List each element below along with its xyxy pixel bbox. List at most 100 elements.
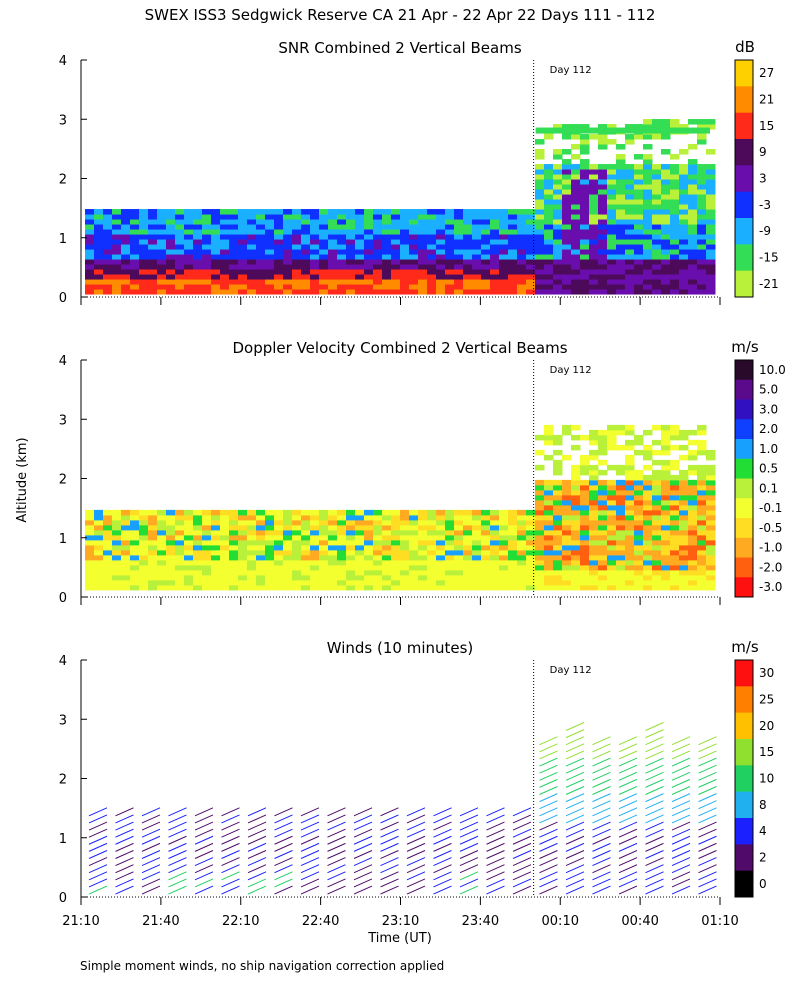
snr-cell xyxy=(418,254,428,260)
doppler-cell xyxy=(310,529,320,536)
snr-cell xyxy=(670,154,680,160)
doppler-cell xyxy=(184,539,194,546)
doppler-cell xyxy=(598,479,608,486)
doppler-cell xyxy=(517,569,527,576)
doppler-cell xyxy=(247,534,257,541)
doppler-cell xyxy=(301,544,311,551)
snr-cell xyxy=(463,214,473,220)
wind-barb xyxy=(539,885,558,895)
colorbar-label: 3.0 xyxy=(759,402,778,416)
doppler-cell xyxy=(229,544,239,551)
snr-cell xyxy=(463,284,473,290)
snr-cell xyxy=(670,244,680,250)
doppler-cell xyxy=(706,464,716,471)
snr-cell xyxy=(283,209,293,215)
doppler-cell xyxy=(148,539,158,546)
wind-barb xyxy=(486,857,505,867)
snr-cell xyxy=(148,284,158,290)
snr-cell xyxy=(688,214,698,220)
doppler-cell xyxy=(121,539,131,546)
snr-cell xyxy=(94,254,104,260)
doppler-cell xyxy=(625,464,635,471)
doppler-cell xyxy=(211,584,221,591)
snr-cell xyxy=(616,284,626,290)
doppler-cell xyxy=(220,554,230,561)
snr-cell xyxy=(481,279,491,285)
snr-panel-title: SNR Combined 2 Vertical Beams xyxy=(278,39,521,57)
snr-cell xyxy=(130,274,140,280)
snr-cell xyxy=(598,284,608,290)
snr-cell xyxy=(238,234,248,240)
doppler-cell xyxy=(625,554,635,561)
snr-cell xyxy=(427,244,437,250)
doppler-cell xyxy=(589,579,599,586)
snr-cell xyxy=(382,234,392,240)
wind-barb xyxy=(539,835,558,845)
doppler-cell xyxy=(427,514,437,521)
snr-cell xyxy=(85,234,95,240)
snr-cell xyxy=(373,244,383,250)
doppler-cell xyxy=(301,524,311,531)
doppler-cell xyxy=(373,574,383,581)
snr-cell xyxy=(364,284,374,290)
doppler-cell xyxy=(661,549,671,556)
snr-cell xyxy=(490,284,500,290)
snr-cell xyxy=(130,289,140,295)
doppler-cell xyxy=(454,579,464,586)
wind-barb xyxy=(698,864,717,874)
doppler-cell xyxy=(238,544,248,551)
wind-barb xyxy=(168,864,187,874)
snr-cell xyxy=(337,264,347,270)
snr-cell xyxy=(364,234,374,240)
doppler-cell xyxy=(427,584,437,591)
snr-cell xyxy=(391,284,401,290)
snr-cell xyxy=(319,289,329,295)
doppler-cell xyxy=(643,569,653,576)
snr-cell xyxy=(553,224,563,230)
snr-cell xyxy=(220,249,230,255)
doppler-cell xyxy=(400,514,410,521)
snr-cell xyxy=(409,209,419,215)
snr-cell xyxy=(418,249,428,255)
snr-cell xyxy=(553,259,563,265)
colorbar-label: 4 xyxy=(759,824,767,838)
doppler-cell xyxy=(409,574,419,581)
snr-cell xyxy=(301,289,311,295)
snr-cell xyxy=(553,264,563,270)
snr-cell xyxy=(634,124,644,130)
doppler-cell xyxy=(103,579,113,586)
snr-cell xyxy=(220,234,230,240)
doppler-cell xyxy=(382,529,392,536)
doppler-cell xyxy=(139,544,149,551)
doppler-cell xyxy=(706,584,716,591)
snr-cell xyxy=(661,244,671,250)
doppler-cell xyxy=(670,459,680,466)
snr-cell xyxy=(625,259,635,265)
doppler-cell xyxy=(553,484,563,491)
snr-cell xyxy=(427,214,437,220)
snr-cell xyxy=(202,264,212,270)
snr-cell xyxy=(229,234,239,240)
colorbar-label: 2.0 xyxy=(759,422,778,436)
doppler-cell xyxy=(283,524,293,531)
doppler-cell xyxy=(508,529,518,536)
snr-cell xyxy=(301,239,311,245)
doppler-cell xyxy=(625,454,635,461)
snr-cell xyxy=(202,289,212,295)
snr-cell xyxy=(661,174,671,180)
wind-barb xyxy=(380,835,399,845)
doppler-cell xyxy=(697,539,707,546)
wind-barb xyxy=(141,807,161,817)
snr-cell xyxy=(301,244,311,250)
wind-barb xyxy=(194,857,214,867)
snr-cell xyxy=(652,184,662,190)
doppler-cell xyxy=(535,519,545,526)
wind-barb xyxy=(433,871,452,881)
snr-cell xyxy=(328,249,338,255)
snr-cell xyxy=(454,219,464,225)
y-tick-label: 0 xyxy=(59,291,67,306)
doppler-cell xyxy=(670,539,680,546)
doppler-cell xyxy=(373,584,383,591)
wind-barb xyxy=(221,814,240,824)
